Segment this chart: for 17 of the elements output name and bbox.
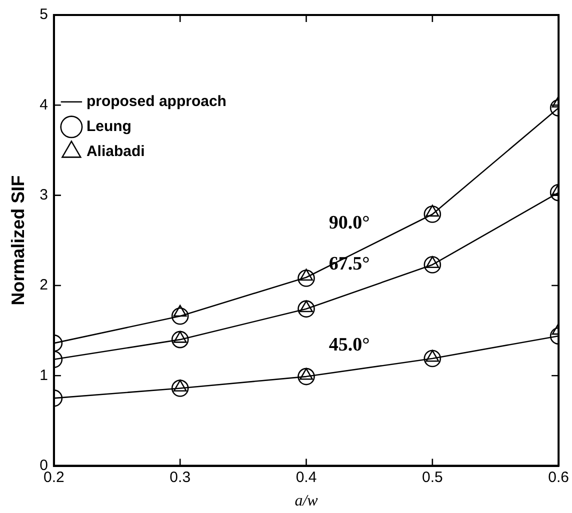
y-axis-title: Normalized SIF — [8, 175, 28, 306]
legend-label: proposed approach — [86, 93, 226, 110]
legend-label: Aliabadi — [86, 143, 145, 160]
x-tick-label: 0.3 — [170, 468, 191, 486]
x-tick-label: 0.5 — [422, 468, 443, 486]
x-tick-label: 0.6 — [548, 468, 570, 486]
x-axis-title: a/w — [294, 492, 318, 510]
y-tick-label: 1 — [40, 366, 48, 384]
legend-label: Leung — [86, 118, 132, 136]
y-tick-label: 3 — [40, 186, 48, 204]
x-tick-label: 0.2 — [44, 468, 64, 486]
annotation: 45.0° — [328, 334, 370, 356]
y-tick-label: 5 — [40, 6, 48, 24]
y-tick-label: 4 — [40, 96, 48, 114]
x-tick-label: 0.4 — [296, 468, 317, 486]
y-tick-label: 2 — [40, 276, 48, 294]
annotation: 90.0° — [328, 212, 370, 234]
